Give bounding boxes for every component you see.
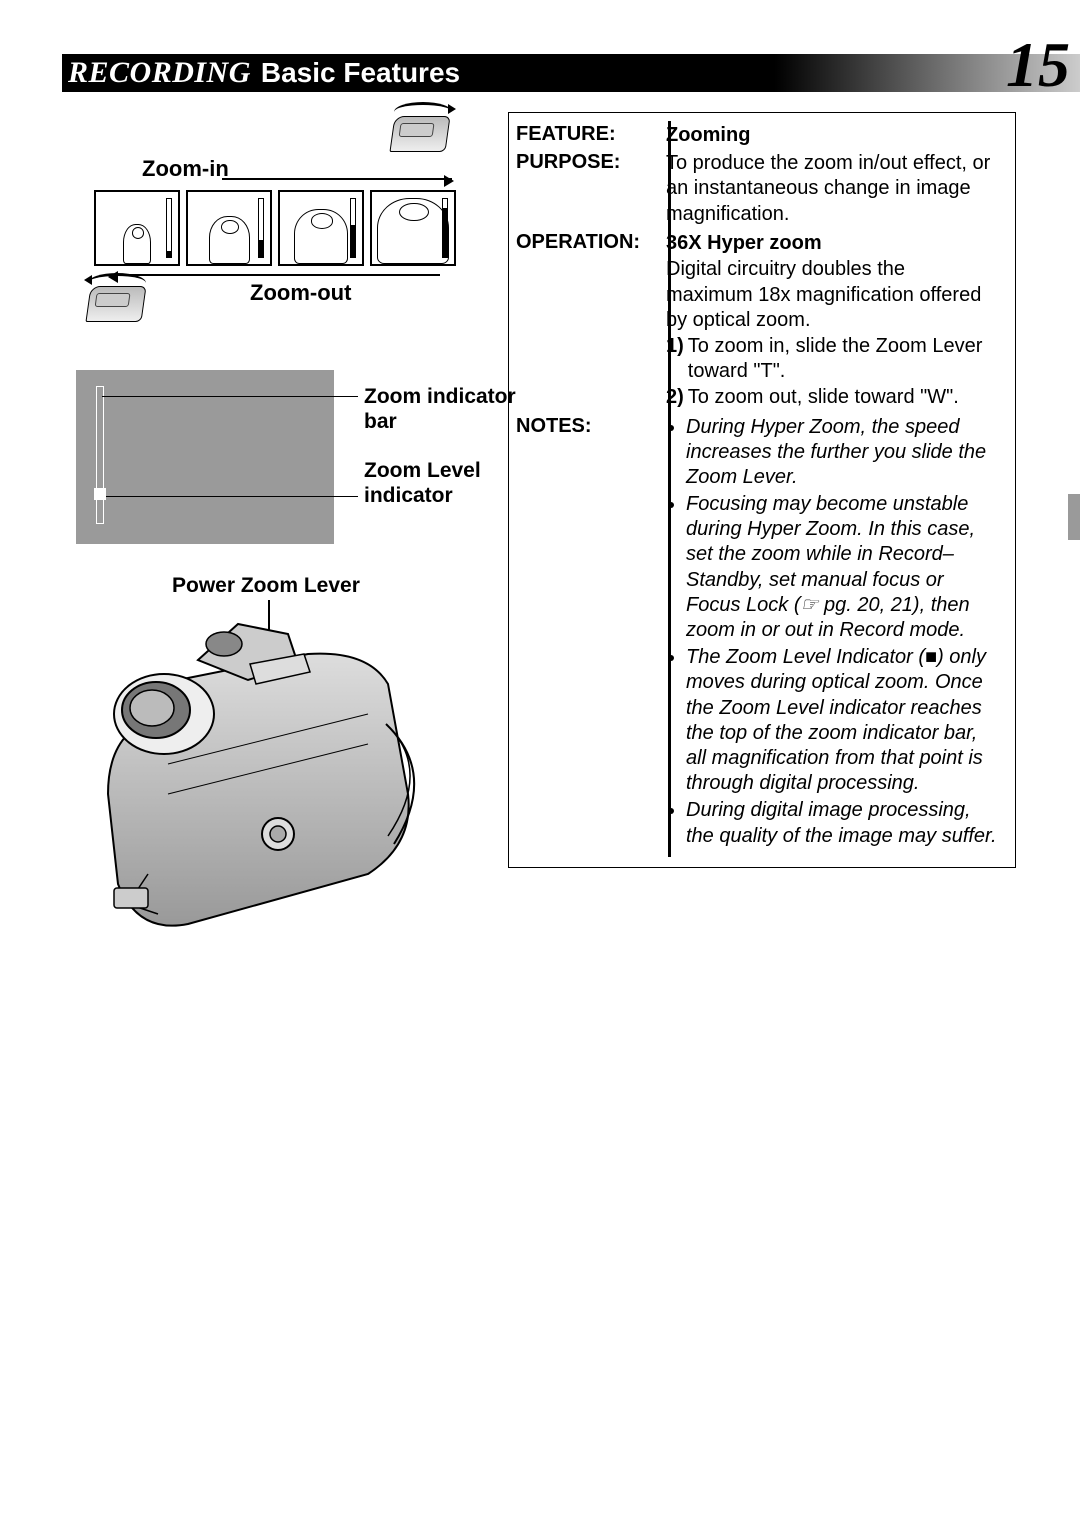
arrow-left-icon — [110, 274, 440, 276]
section-header-bar: RECORDING Basic Features — [62, 54, 1080, 92]
power-zoom-lever-label: Power Zoom Lever — [172, 574, 360, 598]
feature-key: FEATURE: — [508, 123, 666, 149]
zoom-frame — [94, 190, 180, 266]
operation-step: 1) To zoom in, slide the Zoom Lever towa… — [666, 334, 997, 385]
camera-lever-icon — [389, 116, 450, 152]
step-text: To zoom out, slide toward "W". — [688, 385, 959, 411]
note-item: The Zoom Level Indicator (■) only moves … — [686, 645, 997, 796]
callout-line — [102, 396, 358, 397]
operation-key: OPERATION: — [508, 231, 666, 410]
purpose-key: PURPOSE: — [508, 151, 666, 228]
callout-line — [106, 496, 358, 497]
zoom-level-indicator-icon — [94, 488, 106, 500]
purpose-value: To produce the zoom in/out effect, or an… — [666, 151, 997, 228]
camcorder-illustration: Power Zoom Lever — [62, 574, 482, 964]
note-item: During digital image processing, the qua… — [686, 798, 997, 848]
operation-step: 2) To zoom out, slide toward "W". — [666, 385, 997, 411]
feature-value: Zooming — [666, 123, 997, 149]
zoom-frame — [186, 190, 272, 266]
zoom-frame — [278, 190, 364, 266]
operation-description: Digital circuitry doubles the maximum 18… — [666, 257, 997, 334]
section-title-sub: Basic Features — [261, 57, 460, 89]
note-item: Focusing may become unstable during Hype… — [686, 492, 997, 643]
feature-description-box: FEATURE: Zooming PURPOSE: To produce the… — [508, 112, 1016, 868]
zoom-lever-drawing-bottom — [88, 286, 158, 346]
zoom-indicator-bar-icon — [96, 386, 104, 524]
camcorder-line-drawing — [68, 614, 448, 944]
zoom-illustration: Zoom-in Zoom-out — [62, 116, 482, 346]
zoom-out-label: Zoom-out — [250, 280, 351, 306]
left-illustration-column: Zoom-in Zoom-out Zoom indicator bar Zoom… — [62, 116, 482, 964]
camera-lever-icon — [85, 286, 146, 322]
zoom-lever-drawing-top — [392, 116, 462, 176]
notes-key: NOTES: — [508, 415, 666, 851]
vertical-divider — [668, 121, 671, 857]
section-title: RECORDING Basic Features — [62, 56, 460, 90]
step-text: To zoom in, slide the Zoom Lever toward … — [688, 334, 997, 385]
notes-value: During Hyper Zoom, the speed increases t… — [666, 415, 997, 851]
thumb-tab — [1068, 494, 1080, 540]
zoom-frame-sequence — [94, 190, 456, 266]
note-item: During Hyper Zoom, the speed increases t… — [686, 415, 997, 491]
zoom-in-label: Zoom-in — [142, 156, 229, 182]
operation-title: 36X Hyper zoom — [666, 231, 997, 257]
display-screen-illustration: Zoom indicator bar Zoom Level indicator — [62, 370, 482, 550]
page-number: 15 — [1006, 28, 1070, 102]
notes-list: During Hyper Zoom, the speed increases t… — [666, 415, 997, 849]
zoom-frame — [370, 190, 456, 266]
section-title-main: RECORDING — [68, 56, 251, 90]
operation-value: 36X Hyper zoom Digital circuitry doubles… — [666, 231, 997, 410]
arrow-right-icon — [222, 178, 452, 180]
